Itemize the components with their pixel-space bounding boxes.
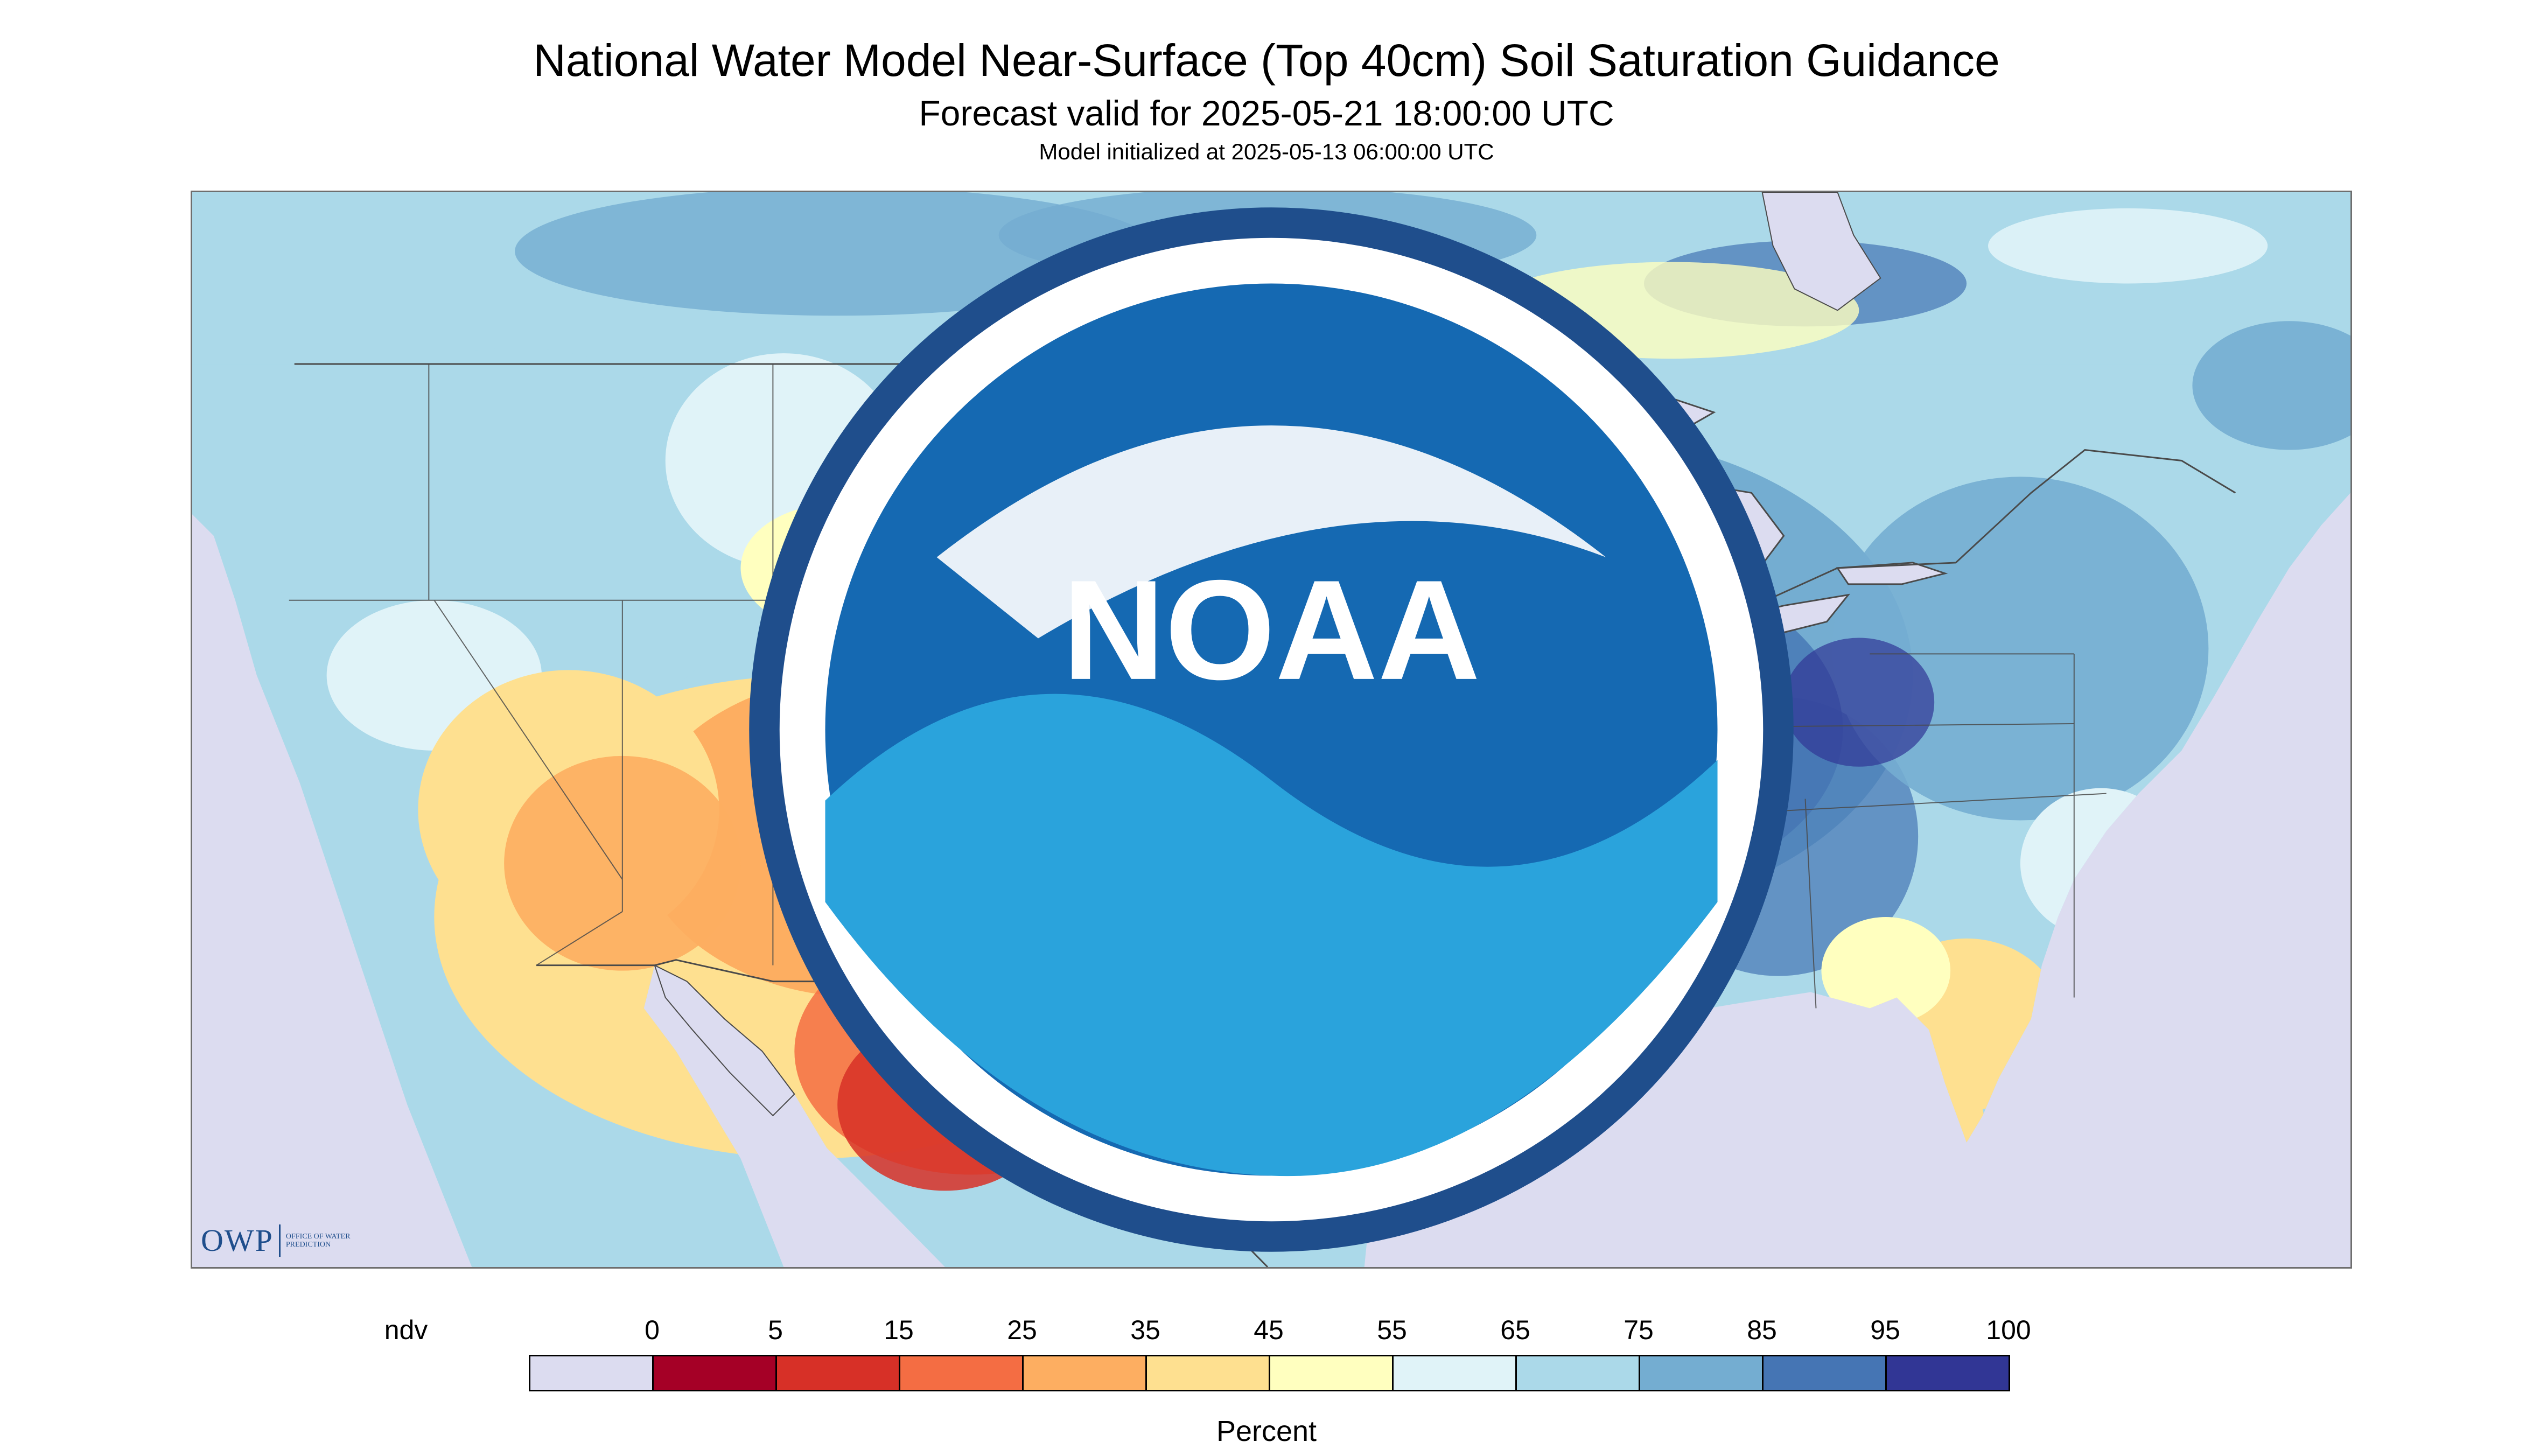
legend-tick-label: 85 xyxy=(1747,1315,1777,1345)
legend-tick-label: 35 xyxy=(1130,1315,1160,1345)
legend-swatch-55-65 xyxy=(1392,1355,1517,1391)
noaa-logo: NOAA xyxy=(749,207,1794,1252)
james-bay xyxy=(1761,192,1881,311)
model-init-time: Model initialized at 2025-05-13 06:00:00… xyxy=(1039,139,1494,164)
legend-tick-label: ndv xyxy=(384,1315,428,1345)
owp-logo-divider xyxy=(278,1224,281,1257)
legend-unit-label: Percent xyxy=(1216,1415,1317,1447)
legend-tick-label: 65 xyxy=(1500,1315,1530,1345)
legend-swatch-75-85 xyxy=(1639,1355,1764,1391)
legend-tick-label: 25 xyxy=(1007,1315,1037,1345)
owp-logo-mark: OWP xyxy=(201,1223,274,1258)
legend-tick-label: 5 xyxy=(768,1315,783,1345)
legend-swatch-85-95 xyxy=(1762,1355,1887,1391)
legend-swatch-35-45 xyxy=(1145,1355,1270,1391)
color-legend: ndv 0 5 15 25 35 45 55 65 75 85 95 100 Percent xyxy=(0,1292,2533,1454)
noaa-logo-mark: NOAA xyxy=(1062,550,1480,709)
legend-tick-label: 0 xyxy=(645,1315,660,1345)
legend-tick-label: 75 xyxy=(1624,1315,1654,1345)
owp-logo-text: OFFICE OF WATER PREDICTION xyxy=(285,1232,351,1249)
legend-swatch-25-35 xyxy=(1022,1355,1147,1391)
forecast-valid-time: Forecast valid for 2025-05-21 18:00:00 U… xyxy=(919,93,1614,133)
soil-saturation-map[interactable]: OWP OFFICE OF WATER PREDICTION NOAA xyxy=(191,191,2352,1269)
legend-tick-label: 55 xyxy=(1377,1315,1407,1345)
legend-swatch-ndv xyxy=(529,1355,654,1391)
lake-ontario xyxy=(1836,562,1948,585)
legend-tick-label: 45 xyxy=(1254,1315,1284,1345)
legend-swatch-95-100 xyxy=(1885,1355,2010,1391)
legend-swatch-45-55 xyxy=(1269,1355,1394,1391)
legend-tick-label: 15 xyxy=(884,1315,914,1345)
legend-swatch-0-5 xyxy=(652,1355,777,1391)
legend-tick-label: 95 xyxy=(1870,1315,1900,1345)
legend-swatch-5-15 xyxy=(775,1355,900,1391)
map-title: National Water Model Near-Surface (Top 4… xyxy=(533,35,2000,86)
legend-swatch-65-75 xyxy=(1515,1355,1640,1391)
gulf-of-california xyxy=(654,964,795,1117)
legend-tick-label: 100 xyxy=(1986,1315,2031,1345)
owp-logo: OWP OFFICE OF WATER PREDICTION xyxy=(201,1222,367,1258)
legend-swatch-15-25 xyxy=(899,1355,1024,1391)
